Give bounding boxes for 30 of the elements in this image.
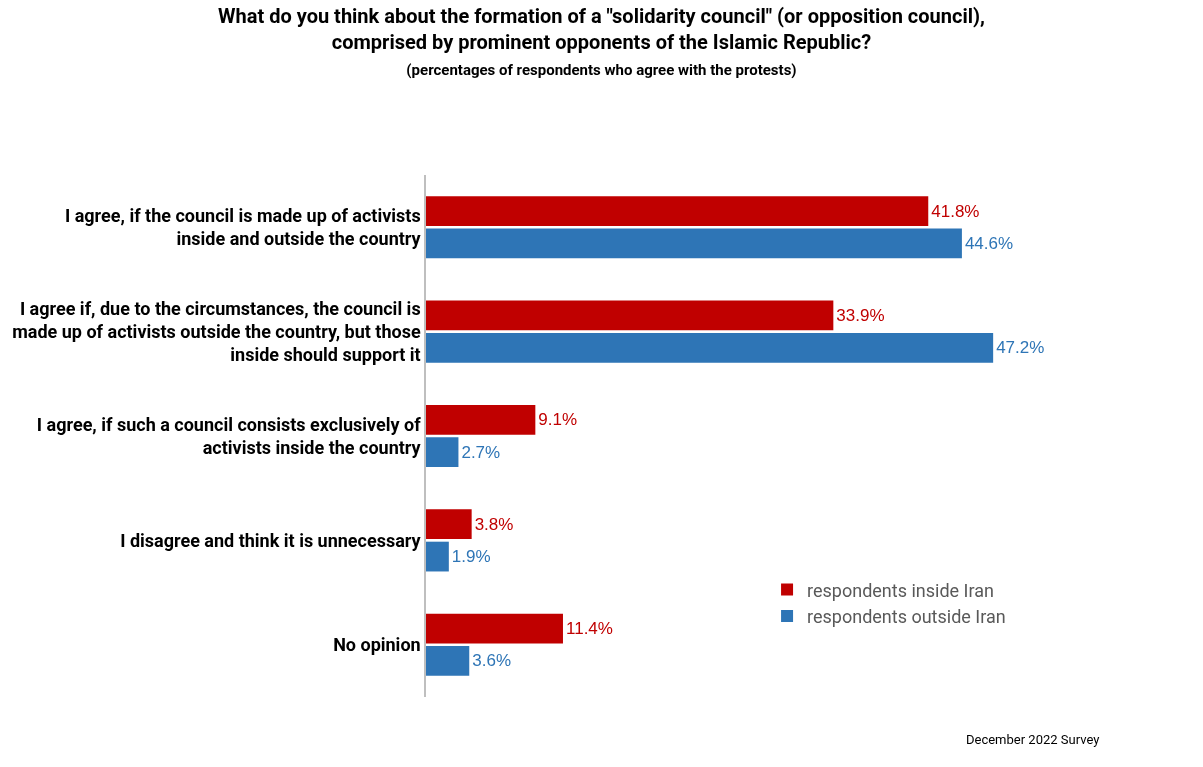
text: December 2022 Survey [966, 732, 1100, 747]
bar [426, 404, 536, 435]
y-tick-label: I agree if, due to the circumstances, the council is made up of activists outside the country, but those inside should support it [12, 297, 421, 366]
bar [426, 437, 459, 468]
bar [426, 196, 929, 226]
data-label: 1.9% [451, 547, 491, 567]
data-label: 44.6% [964, 233, 1014, 253]
bar [426, 613, 563, 644]
data-label: 11.4% [565, 619, 613, 639]
chart-title: What do you think about the formation of a "solidarity council" (or opposition council), comprised by prominent opponents of the Islamic Republic? [218, 4, 985, 55]
bar [426, 228, 962, 259]
legend-label: respondents inside Iran [807, 579, 994, 601]
y-tick-label: I agree, if such a council consists exclusively of activists inside the country [36, 413, 422, 458]
data-label: 47.2% [996, 338, 1045, 358]
data-label: 3.8% [474, 514, 514, 534]
bar [426, 541, 449, 572]
y-tick-label: I agree, if the council is made up of activists inside and outside the country [64, 204, 422, 250]
legend-label: respondents outside Iran [807, 605, 1006, 627]
data-label: 2.7% [461, 442, 501, 462]
bar [426, 646, 470, 676]
data-label: 41.8% [931, 201, 980, 221]
data-label: 3.6% [472, 651, 512, 671]
data-label: 33.9% [836, 305, 885, 325]
bar [426, 332, 994, 363]
data-label: 9.1% [538, 410, 578, 430]
chart-subtitle: (percentages of respondents who agree with the protests) [406, 61, 797, 80]
y-tick-label: No opinion [333, 634, 421, 656]
bar [426, 300, 834, 331]
bar [426, 509, 472, 540]
y-tick-label: I disagree and think it is unnecessary [120, 529, 422, 551]
